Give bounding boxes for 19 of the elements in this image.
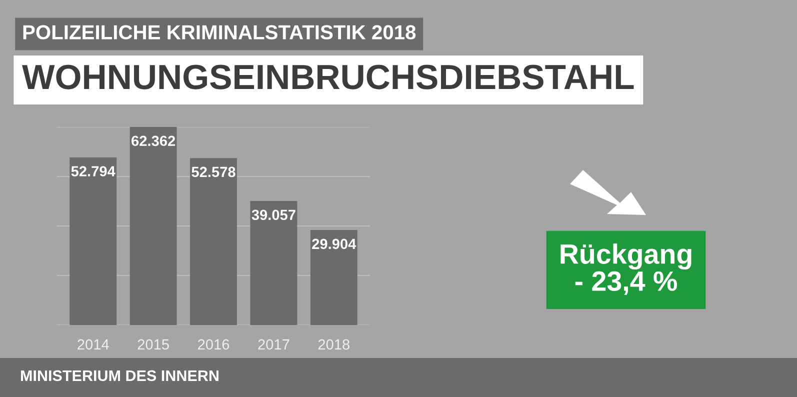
data-label: 62.362 [132,136,176,146]
bar [310,230,358,325]
data-label: 52.794 [71,166,116,176]
bar [130,127,177,325]
chart-subtitle: WOHNUNGSEINBRUCHSDIEBSTAHL [22,64,634,90]
x-tick-label: 2018 [318,339,350,350]
bar [190,158,237,325]
text: Rückgang - 23,4 % [560,244,692,295]
data-label: 39.057 [252,210,296,220]
text: MINISTERIUM DES INNERN [21,370,218,382]
bar [70,157,117,325]
chart-title: POLIZEILICHE KRIMINALSTATISTIK 2018 [23,25,416,40]
data-label: 52.578 [192,166,236,178]
x-tick-label: 2016 [198,339,230,350]
x-tick-label: 2017 [258,339,290,350]
x-tick-label: 2015 [138,339,169,350]
x-tick-label: 2014 [78,339,109,350]
bar [250,200,298,325]
data-label: 29.904 [312,238,356,250]
